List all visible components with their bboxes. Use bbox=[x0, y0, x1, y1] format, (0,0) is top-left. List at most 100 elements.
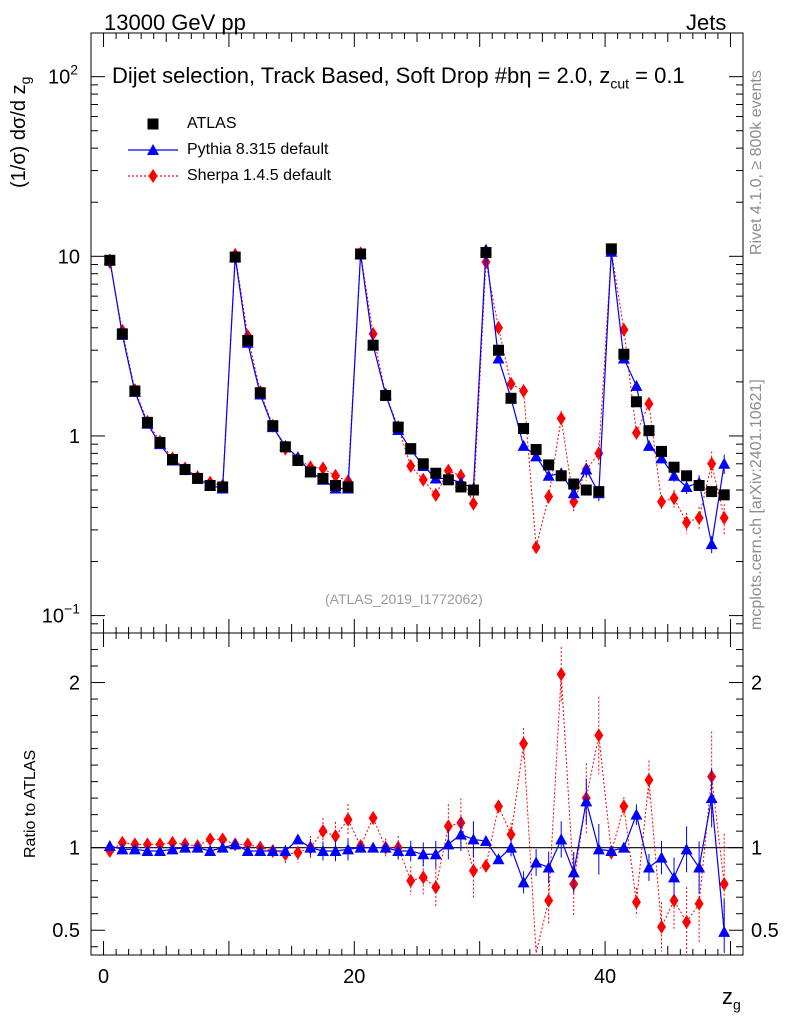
point-atlas bbox=[392, 421, 404, 433]
ratio-point-pythia bbox=[404, 844, 417, 856]
legend-marker-square bbox=[147, 118, 159, 130]
ratio-point-pythia bbox=[354, 841, 367, 853]
ratio-point-sherpa bbox=[218, 832, 228, 847]
point-atlas bbox=[380, 389, 392, 401]
y-axis-label-ratio: Ratio to ATLAS bbox=[22, 749, 39, 858]
point-atlas bbox=[141, 416, 153, 428]
ratio-point-pythia bbox=[166, 843, 179, 855]
ratio-panel-frame bbox=[90, 632, 744, 956]
point-pythia bbox=[718, 457, 731, 469]
point-sherpa bbox=[506, 376, 516, 391]
header-process: Jets bbox=[686, 10, 727, 35]
ratio-tick-label-left: 2 bbox=[69, 673, 80, 695]
point-sherpa bbox=[619, 322, 629, 337]
point-sherpa bbox=[569, 494, 579, 509]
point-pythia bbox=[542, 469, 555, 481]
ratio-point-sherpa bbox=[117, 835, 127, 850]
point-atlas bbox=[405, 443, 417, 455]
ratio-point-pythia bbox=[580, 795, 593, 807]
point-atlas bbox=[455, 481, 467, 493]
point-atlas bbox=[605, 243, 617, 255]
mcplots-label: mcplots.cern.ch [arXiv:2401.10621] bbox=[748, 379, 765, 630]
point-atlas bbox=[217, 481, 229, 493]
ratio-point-sherpa bbox=[544, 893, 554, 908]
tick-labels: 0 20 40 102 10 1 10−1 2 2 1 1 0.5 0.5 bbox=[42, 62, 779, 988]
ratio-point-sherpa bbox=[443, 819, 453, 834]
main-panel-series bbox=[103, 243, 731, 555]
point-atlas bbox=[643, 425, 655, 437]
ratio-point-pythia bbox=[693, 861, 706, 873]
point-sherpa bbox=[544, 489, 554, 504]
point-pythia bbox=[492, 352, 505, 364]
point-atlas bbox=[630, 396, 642, 408]
ratio-point-pythia bbox=[718, 925, 731, 937]
point-sherpa bbox=[694, 510, 704, 525]
point-sherpa bbox=[531, 540, 541, 555]
point-atlas bbox=[518, 423, 530, 435]
ratio-point-pythia bbox=[592, 843, 605, 855]
y-tick-label-1: 1 bbox=[69, 426, 80, 448]
ratio-point-pythia bbox=[668, 871, 681, 883]
point-atlas bbox=[568, 478, 580, 490]
x-tick-label: 0 bbox=[98, 966, 109, 988]
point-atlas bbox=[279, 441, 291, 453]
legend-label-atlas: ATLAS bbox=[187, 115, 237, 132]
point-atlas bbox=[656, 445, 667, 457]
ratio-point-pythia bbox=[517, 876, 530, 888]
ratio-tick-label-right: 1 bbox=[751, 838, 762, 860]
y-tick-label-10: 10 bbox=[58, 246, 80, 268]
point-atlas bbox=[330, 479, 341, 491]
point-atlas bbox=[593, 486, 605, 498]
ratio-point-pythia bbox=[367, 841, 380, 853]
ratio-tick-label-left: 0.5 bbox=[52, 920, 80, 942]
point-atlas bbox=[342, 481, 354, 493]
ratio-point-sherpa bbox=[168, 835, 177, 850]
point-sherpa bbox=[318, 461, 328, 476]
point-sherpa bbox=[669, 491, 679, 506]
ratio-point-pythia bbox=[429, 848, 442, 860]
point-sherpa bbox=[707, 456, 717, 471]
ratio-point-pythia bbox=[279, 844, 292, 856]
point-atlas bbox=[367, 339, 379, 351]
point-sherpa bbox=[443, 463, 453, 478]
ratio-point-pythia bbox=[342, 843, 355, 855]
ratio-point-pythia bbox=[417, 848, 430, 860]
legend-marker-triangle bbox=[147, 144, 159, 155]
ratio-point-pythia bbox=[542, 861, 555, 873]
ratio-point-pythia bbox=[254, 844, 267, 856]
point-sherpa bbox=[418, 472, 428, 487]
x-tick-label: 20 bbox=[343, 966, 365, 988]
ratio-point-pythia bbox=[191, 841, 204, 853]
ratio-point-sherpa bbox=[368, 810, 378, 825]
ratio-series-pythia bbox=[103, 768, 731, 953]
ratio-point-pythia bbox=[229, 838, 242, 850]
ratio-series-sherpa bbox=[105, 647, 729, 954]
point-pythia bbox=[705, 538, 718, 550]
point-atlas bbox=[292, 455, 304, 467]
point-atlas bbox=[693, 479, 705, 491]
point-sherpa bbox=[431, 487, 441, 502]
ratio-point-sherpa bbox=[694, 896, 704, 911]
ratio-point-pythia bbox=[605, 844, 618, 856]
ratio-tick-label-left: 1 bbox=[69, 838, 80, 860]
point-pythia bbox=[530, 450, 543, 462]
point-pythia bbox=[567, 487, 580, 499]
ratio-point-sherpa bbox=[406, 873, 416, 888]
ratio-point-sherpa bbox=[644, 772, 654, 787]
point-sherpa bbox=[368, 326, 378, 341]
ratio-point-sherpa bbox=[205, 832, 215, 847]
point-atlas bbox=[229, 251, 241, 263]
point-atlas bbox=[355, 248, 367, 260]
legend-marker-diamond bbox=[148, 169, 158, 183]
ratio-panel-series bbox=[103, 647, 731, 954]
ratio-point-pythia bbox=[492, 853, 505, 865]
point-sherpa bbox=[331, 468, 340, 483]
ratio-point-pythia bbox=[467, 833, 480, 845]
ratio-point-sherpa bbox=[318, 824, 328, 839]
point-atlas bbox=[154, 436, 166, 448]
point-atlas bbox=[706, 486, 718, 498]
legend-label-pythia: Pythia 8.315 default bbox=[187, 141, 329, 158]
point-atlas bbox=[430, 467, 442, 479]
selection-title: Dijet selection, Track Based, Soft Drop … bbox=[112, 63, 685, 92]
